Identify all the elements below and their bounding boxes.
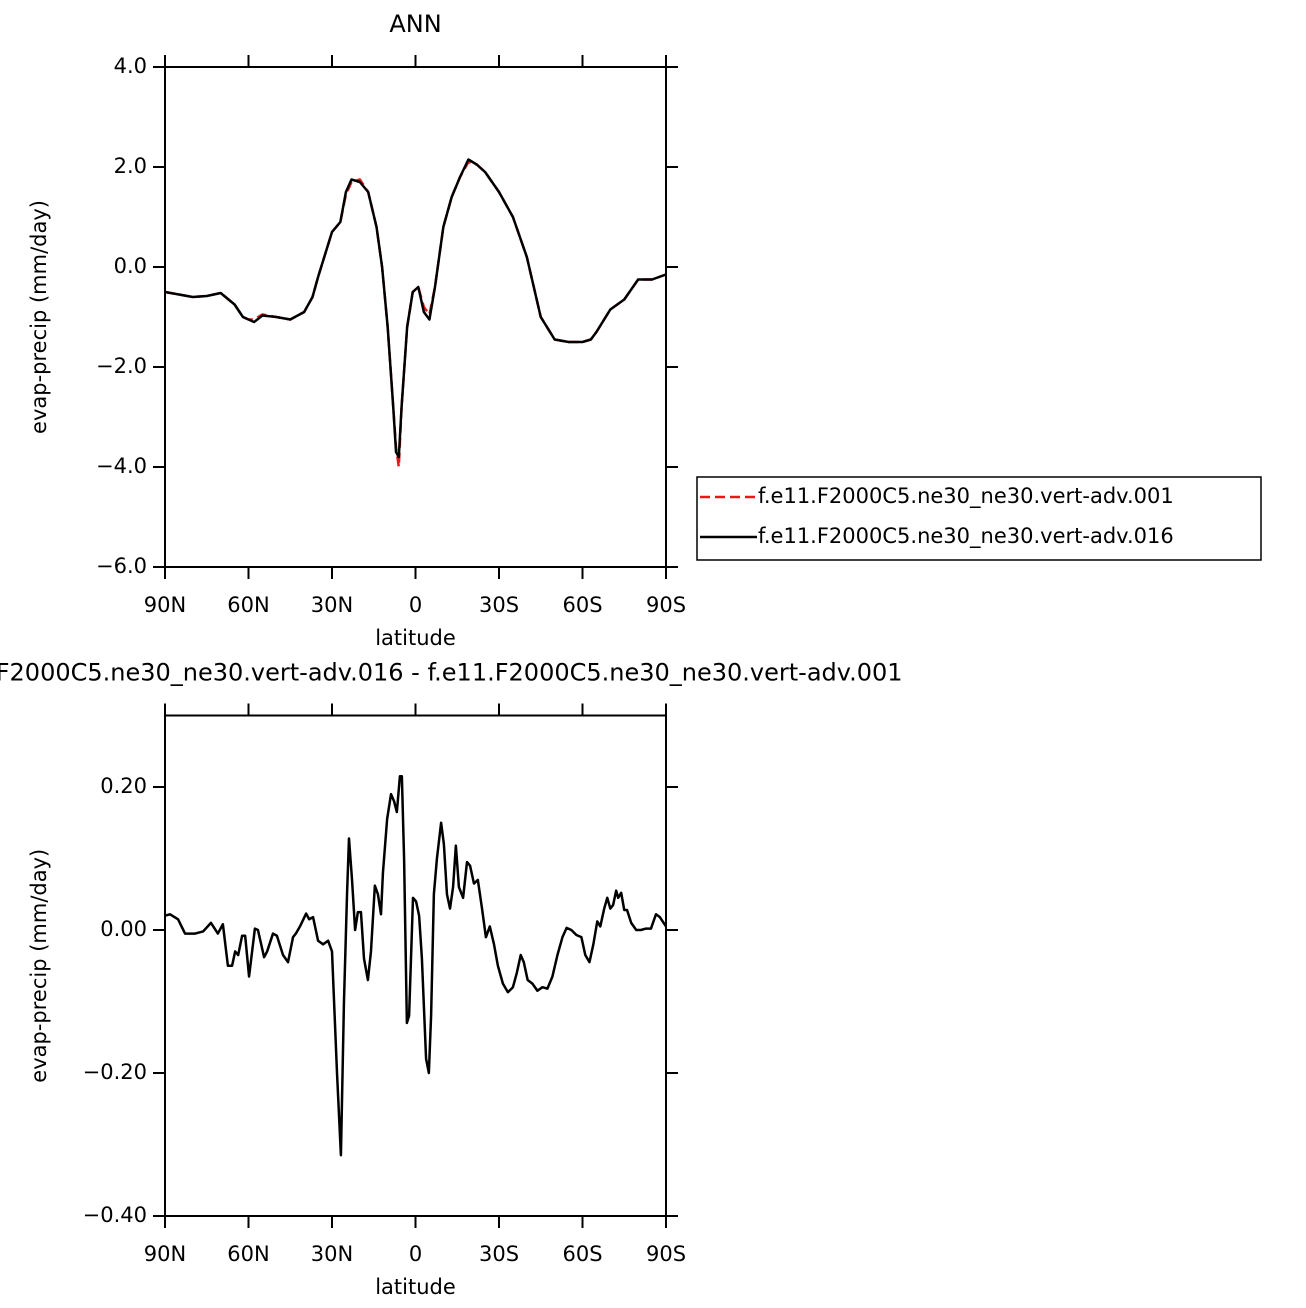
y-tick-label: 2.0 <box>114 154 147 178</box>
x-tick-label: 90S <box>646 1242 686 1266</box>
x-tick-label: 60N <box>227 1242 269 1266</box>
x-axis-label: latitude <box>375 626 456 650</box>
plot-frame <box>164 66 667 568</box>
x-tick-label: 30N <box>311 593 353 617</box>
x-tick-label: 60S <box>562 593 602 617</box>
y-tick-label: −6.0 <box>96 554 147 578</box>
chart-title: f.e11.F2000C5.ne30_ne30.vert-adv.016 - f… <box>0 659 903 687</box>
y-axis-label: evap-precip (mm/day) <box>27 849 51 1083</box>
y-tick-label: −2.0 <box>96 354 147 378</box>
y-tick-label: −0.40 <box>83 1203 147 1227</box>
chart-title: ANN <box>389 10 441 38</box>
y-tick-label: 0.00 <box>100 917 147 941</box>
y-tick-label: −0.20 <box>83 1060 147 1084</box>
x-axis-label: latitude <box>375 1275 456 1299</box>
y-tick-label: 4.0 <box>114 54 147 78</box>
x-tick-label: 90N <box>144 593 186 617</box>
x-tick-label: 60N <box>227 593 269 617</box>
data-line <box>164 158 667 459</box>
x-tick-label: 90N <box>144 1242 186 1266</box>
x-tick-label: 0 <box>409 593 422 617</box>
plot-frame <box>164 714 667 1217</box>
x-tick-label: 60S <box>562 1242 602 1266</box>
data-line <box>164 775 668 1157</box>
legend-label: f.e11.F2000C5.ne30_ne30.vert-adv.016 <box>758 524 1174 549</box>
x-tick-label: 0 <box>409 1242 422 1266</box>
y-tick-label: 0.0 <box>114 254 147 278</box>
x-tick-label: 30S <box>479 593 519 617</box>
y-tick-label: −4.0 <box>96 454 147 478</box>
legend-label: f.e11.F2000C5.ne30_ne30.vert-adv.001 <box>758 484 1174 509</box>
y-axis-label: evap-precip (mm/day) <box>27 200 51 434</box>
x-tick-label: 30S <box>479 1242 519 1266</box>
legend-box <box>696 476 1262 561</box>
x-tick-label: 30N <box>311 1242 353 1266</box>
x-tick-label: 90S <box>646 593 686 617</box>
y-tick-label: 0.20 <box>100 774 147 798</box>
